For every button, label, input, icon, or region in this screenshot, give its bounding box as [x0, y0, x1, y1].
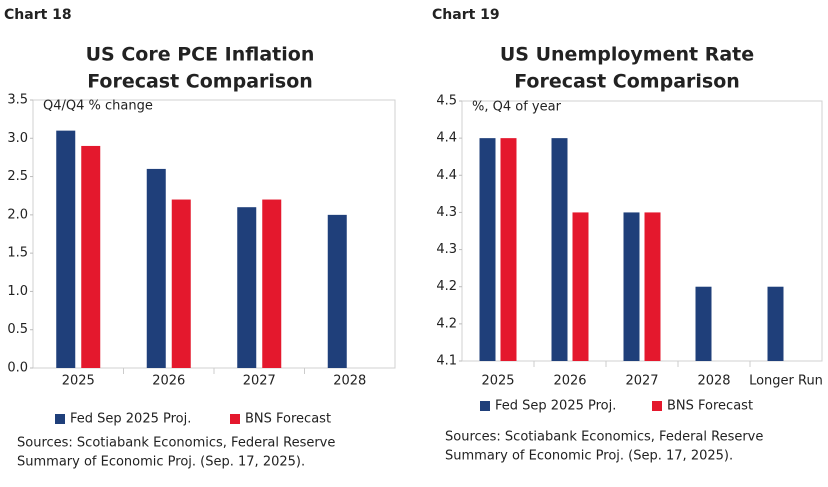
bar [479, 138, 496, 361]
sources: Sources: Scotiabank Economics, Federal R… [17, 436, 335, 451]
chart-label: Chart 18 [4, 7, 72, 23]
legend-label: Fed Sep 2025 Proj. [495, 399, 616, 414]
y-tick-label: 4.3 [436, 205, 457, 220]
bar [500, 138, 517, 361]
bar [551, 138, 568, 361]
chart-label: Chart 19 [432, 7, 500, 23]
y-tick-label: 0.0 [7, 361, 28, 376]
x-tick-label: 2026 [553, 374, 586, 389]
legend-swatch [652, 401, 662, 411]
y-tick-label: 2.0 [7, 207, 28, 222]
bar [56, 130, 76, 368]
sources: Sources: Scotiabank Economics, Federal R… [445, 430, 763, 445]
x-tick-label: 2027 [243, 374, 276, 389]
legend-label: BNS Forecast [667, 399, 753, 414]
bar [572, 212, 589, 361]
bar [695, 286, 712, 361]
legend-swatch [55, 414, 65, 424]
legend-swatch [480, 401, 490, 411]
y-tick-label: 3.0 [7, 131, 28, 146]
y-tick-label: 4.3 [436, 242, 457, 257]
chart-title: Forecast Comparison [87, 71, 313, 93]
chart-title: US Unemployment Rate [500, 44, 754, 66]
x-tick-label: Longer Run [749, 374, 823, 389]
y-tick-label: 4.2 [436, 279, 457, 294]
x-tick-label: 2025 [481, 374, 514, 389]
chart-title: Forecast Comparison [514, 71, 740, 93]
y-tick-label: 4.4 [436, 168, 457, 183]
x-tick-label: 2027 [625, 374, 658, 389]
y-tick-label: 1.0 [7, 284, 28, 299]
x-tick-label: 2028 [697, 374, 730, 389]
y-tick-label: 4.1 [436, 354, 457, 369]
sources: Summary of Economic Proj. (Sep. 17, 2025… [445, 449, 733, 464]
y-tick-label: 0.5 [7, 322, 28, 337]
y-tick-label: 4.5 [436, 94, 457, 109]
y-tick-label: 3.5 [7, 93, 28, 108]
y-tick-label: 1.5 [7, 246, 28, 261]
x-tick-label: 2028 [333, 374, 366, 389]
bar [262, 199, 282, 368]
bar [146, 168, 166, 368]
sources: Summary of Economic Proj. (Sep. 17, 2025… [17, 455, 305, 470]
y-axis-label: %, Q4 of year [472, 100, 562, 115]
bar [644, 212, 661, 361]
bar [767, 286, 784, 361]
legend-label: Fed Sep 2025 Proj. [70, 412, 191, 427]
y-tick-label: 2.5 [7, 169, 28, 184]
y-axis-label: Q4/Q4 % change [43, 99, 153, 114]
bar [623, 212, 640, 361]
x-tick-label: 2026 [152, 374, 185, 389]
plot-frame [461, 100, 823, 362]
y-tick-label: 4.4 [436, 131, 457, 146]
legend-label: BNS Forecast [245, 412, 331, 427]
bar [171, 199, 191, 368]
bar [327, 214, 347, 368]
bar [81, 145, 101, 368]
chart-title: US Core PCE Inflation [86, 44, 315, 66]
y-tick-label: 4.2 [436, 316, 457, 331]
x-tick-label: 2025 [62, 374, 95, 389]
legend-swatch [230, 414, 240, 424]
bar [237, 207, 257, 368]
